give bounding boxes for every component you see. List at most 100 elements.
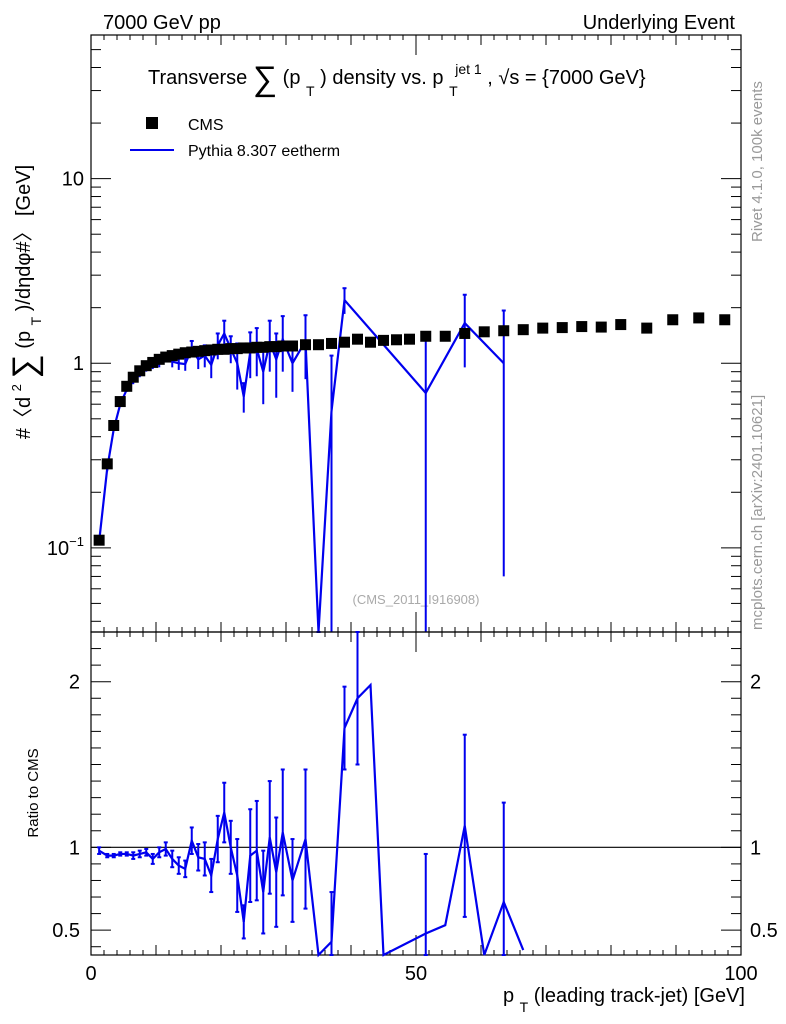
ratio-pythia-series <box>97 631 525 958</box>
ylabel-sub: T <box>28 316 44 325</box>
cms-data-point <box>231 343 243 355</box>
cms-data-point <box>101 458 113 470</box>
x-tick-label: 50 <box>405 963 427 985</box>
header-left: 7000 GeV pp <box>103 12 221 34</box>
cms-data-point <box>264 341 276 353</box>
x-axis-label: p T (leading track-jet) [GeV] <box>503 985 745 1017</box>
cms-data-point <box>147 356 159 368</box>
title-sub-t2: T <box>449 83 458 99</box>
x-tick-label: 0 <box>85 963 96 985</box>
ylabel-part-b: (p <box>13 331 35 349</box>
cms-data-point <box>641 322 653 334</box>
cms-data-point <box>251 341 263 353</box>
cms-data-point <box>576 321 588 333</box>
title-part-c: ) density vs. p <box>320 67 443 89</box>
cms-data-point <box>127 371 139 383</box>
ylabel-part-c: )/dηdφ#〉 [GeV] <box>13 165 35 311</box>
cms-data-point <box>352 333 363 345</box>
main-y-tick-label: 1 <box>73 353 84 375</box>
cms-data-point <box>121 380 133 392</box>
x-tick-label: 100 <box>724 963 757 985</box>
rivet-version-label: Rivet 4.1.0, 100k events <box>749 81 766 242</box>
cms-data-point <box>615 319 627 331</box>
ratio-y-tick-label-right: 1 <box>750 837 761 859</box>
cms-data-point <box>326 337 337 349</box>
cms-data-point <box>439 330 451 342</box>
legend-cms-marker <box>146 117 158 129</box>
ratio-y-tick-label-right: 2 <box>750 672 761 694</box>
title-part-a: Transverse <box>148 67 247 89</box>
cms-data-point <box>153 353 165 365</box>
cms-data-point <box>270 341 282 353</box>
main-y-tick-labels: 10−1 1 10 <box>47 169 84 560</box>
cms-data-point <box>339 336 350 348</box>
cms-data-point <box>212 343 224 355</box>
title-sup-jet: jet 1 <box>454 61 482 77</box>
cms-data-point <box>719 314 731 326</box>
cms-data-point <box>160 351 172 363</box>
cms-data-point <box>108 419 120 431</box>
ratio-y-axis-label: Ratio to CMS <box>25 748 42 837</box>
title-part-b: (p <box>283 67 301 89</box>
cms-data-point <box>459 327 471 339</box>
ylabel-sum-symbol: ∑ <box>6 354 44 378</box>
cms-data-point <box>166 350 178 362</box>
cms-data-point <box>365 336 376 348</box>
ratio-line <box>98 682 525 958</box>
header-right: Underlying Event <box>583 12 736 34</box>
cms-data-point <box>693 312 705 324</box>
cms-data-point <box>244 342 256 354</box>
cms-data-point <box>556 322 568 334</box>
title-part-d: , √s = {7000 GeV} <box>487 67 646 89</box>
cms-data-point <box>300 339 311 351</box>
main-y-axis-label: #〈d 2 ∑ (p T )/dηdφ#〉 [GeV] <box>4 165 46 439</box>
cms-data-point <box>420 330 432 342</box>
ratio-panel-frame <box>90 631 742 956</box>
cms-data-point <box>218 343 230 355</box>
main-axis-ticks <box>90 34 742 632</box>
cms-data-point <box>277 340 289 352</box>
legend-cms-label: CMS <box>188 117 224 134</box>
cms-data-point <box>205 344 217 356</box>
mcplots-label: mcplots.cern.ch [arXiv:2401.10621] <box>749 395 766 630</box>
cms-data-point <box>667 314 679 326</box>
cms-data-point <box>238 342 250 354</box>
ratio-y-tick-label: 0.5 <box>52 920 80 942</box>
cms-data-point <box>378 334 389 346</box>
cms-data-point <box>498 325 510 337</box>
cms-data-point <box>93 534 105 546</box>
ratio-y-tick-label: 2 <box>69 672 80 694</box>
cms-data-point <box>313 339 324 351</box>
xlabel-sub: T <box>520 999 529 1015</box>
title-sum-symbol: ∑ <box>253 60 277 98</box>
xlabel-part-b: (leading track-jet) [GeV] <box>534 985 745 1007</box>
ylabel-part-a: #〈d <box>13 397 35 439</box>
cms-data-point <box>140 360 152 372</box>
x-tick-labels: 0 50 100 <box>85 963 757 985</box>
cms-data-point <box>257 341 269 353</box>
xlabel-part-a: p <box>503 985 514 1007</box>
title-sub-t: T <box>306 83 315 99</box>
ratio-y-tick-labels: 0.5 0.5 1 1 2 2 <box>52 672 778 942</box>
cms-data-point <box>186 346 198 358</box>
cms-data-point <box>478 326 490 338</box>
main-title: Transverse ∑ (p T ) density vs. p T jet … <box>148 57 646 101</box>
cms-data-point <box>595 321 607 333</box>
cms-data-point <box>134 365 146 377</box>
ratio-axis-ticks <box>90 631 742 955</box>
cms-data-point <box>391 334 402 346</box>
cms-data-point <box>287 340 298 352</box>
main-y-tick-label: 10−1 <box>47 534 84 560</box>
ratio-y-tick-label: 1 <box>69 837 80 859</box>
cms-data-point <box>517 324 529 336</box>
ylabel-sup: 2 <box>9 384 24 391</box>
ratio-y-tick-label-right: 0.5 <box>750 920 778 942</box>
cms-data-point <box>173 348 185 360</box>
analysis-id: (CMS_2011_I916908) <box>353 592 480 607</box>
legend-pythia-label: Pythia 8.307 eetherm <box>188 143 340 160</box>
cms-data-point <box>114 396 126 408</box>
cms-data-point <box>179 347 191 359</box>
cms-data-point <box>537 322 549 334</box>
cms-data-point <box>404 333 415 345</box>
cms-data-point <box>192 345 204 357</box>
